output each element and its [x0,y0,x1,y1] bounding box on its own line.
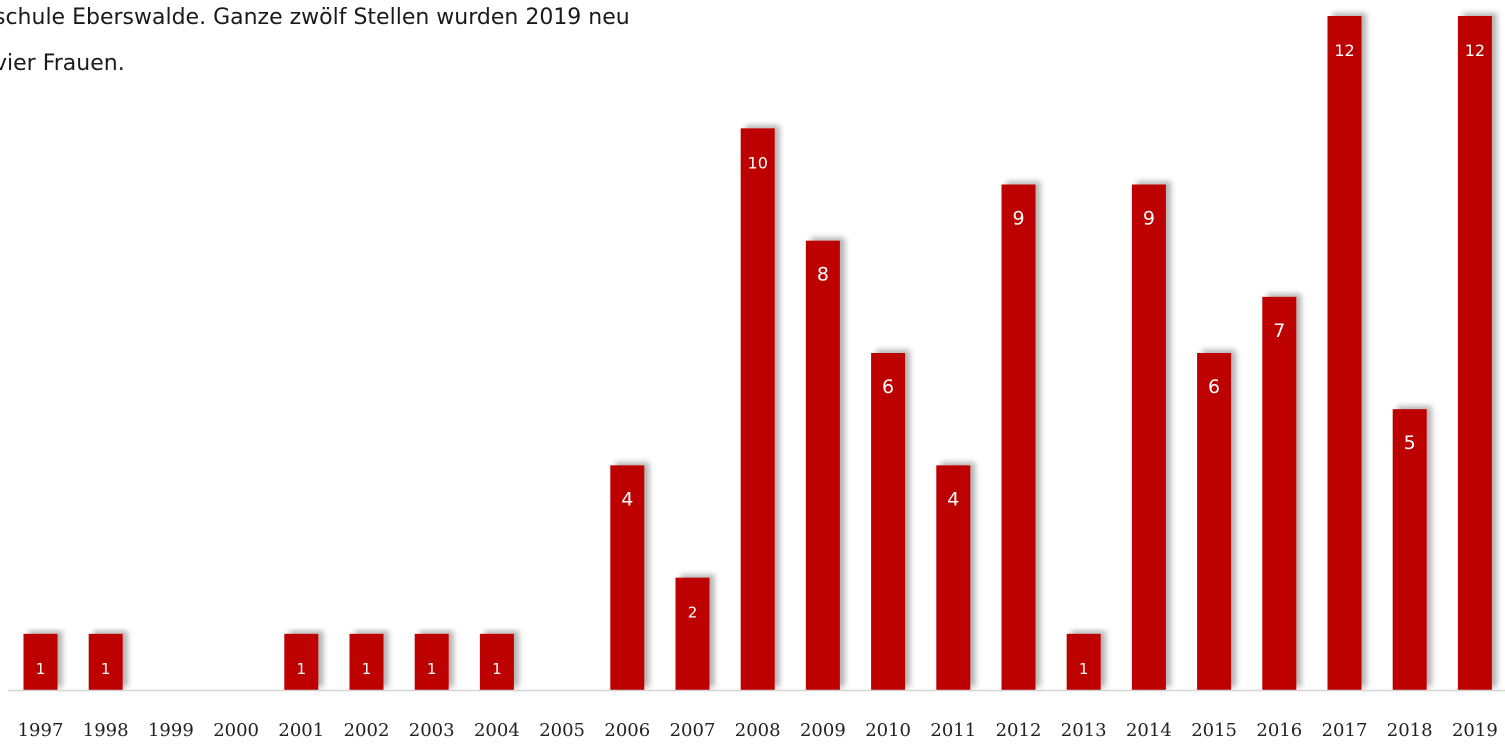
x-tick-label-2011: 2011 [930,720,976,741]
bar-2018 [1392,409,1427,690]
data-label-2017: 12 [1334,41,1354,60]
data-label-1997: 1 [36,660,46,678]
x-tick-label-2009: 2009 [800,720,846,741]
data-label-2012: 9 [1012,208,1024,230]
data-label-2009: 8 [817,264,829,286]
data-label-2014: 9 [1143,208,1155,230]
x-tick-label-2005: 2005 [539,720,585,741]
bar-1997 [23,633,58,690]
bar-2014 [1131,184,1166,690]
x-tick-label-2002: 2002 [344,720,390,741]
bar-1998 [88,633,123,690]
x-tick-label-2014: 2014 [1126,720,1172,741]
x-tick-label-2004: 2004 [474,720,520,741]
x-tick-label-2007: 2007 [670,720,716,741]
intro-line-1: schule Eberswalde. Ganze zwölf Stellen w… [0,5,630,30]
x-tick-label-2006: 2006 [604,720,650,741]
intro-line-2: vier Frauen. [0,51,125,76]
x-tick-label-2008: 2008 [735,720,781,741]
x-tick-label-2010: 2010 [865,720,911,741]
x-tick-label-2018: 2018 [1387,720,1433,741]
x-axis-tick-labels: 1997 1998 1999 2000 2001 2002 2003 2004 2005 2006… [18,720,1498,741]
bar-2001 [284,633,319,690]
data-label-2008: 10 [748,153,768,172]
bar-2003 [414,633,449,690]
data-label-2013: 1 [1079,660,1089,678]
bar-2016 [1262,296,1297,690]
data-label-2010: 6 [882,376,894,398]
data-label-1998: 1 [101,660,111,678]
bars-group: 1 1 1 1 1 1 4 2 10 8 6 4 9 1 9 6 7 12 5 12 [23,16,1492,691]
x-tick-label-2017: 2017 [1322,720,1368,741]
bar-2007 [675,577,710,690]
bar-2006 [610,465,645,690]
data-label-2001: 1 [297,660,307,678]
bar-2002 [349,633,384,690]
x-tick-label-2001: 2001 [278,720,324,741]
bar-2004 [479,633,514,690]
data-label-2011: 4 [947,488,959,510]
bar-2008 [740,128,775,691]
x-tick-label-1999: 1999 [148,720,194,741]
x-tick-label-1998: 1998 [83,720,129,741]
x-tick-label-1997: 1997 [18,720,64,741]
x-tick-label-2012: 2012 [996,720,1042,741]
bar-2015 [1197,353,1232,690]
x-tick-label-2003: 2003 [409,720,455,741]
x-tick-label-2013: 2013 [1061,720,1107,741]
x-tick-label-2016: 2016 [1256,720,1302,741]
bar-2009 [805,240,840,690]
bar-2011 [936,465,971,690]
data-label-2002: 1 [362,660,372,678]
x-tick-label-2000: 2000 [213,720,259,741]
data-label-2015: 6 [1208,376,1220,398]
bar-2010 [871,353,906,690]
data-label-2019: 12 [1465,41,1485,60]
data-label-2003: 1 [427,660,437,678]
x-tick-label-2019: 2019 [1452,720,1498,741]
bar-2019 [1457,16,1492,690]
bar-2012 [1001,184,1036,690]
data-label-2007: 2 [688,604,698,622]
bar-2013 [1066,633,1101,690]
data-label-2004: 1 [492,660,502,678]
data-label-2016: 7 [1273,320,1285,342]
data-label-2006: 4 [621,488,633,510]
data-label-2018: 5 [1404,432,1416,454]
x-tick-label-2015: 2015 [1191,720,1237,741]
bar-2017 [1327,16,1362,690]
